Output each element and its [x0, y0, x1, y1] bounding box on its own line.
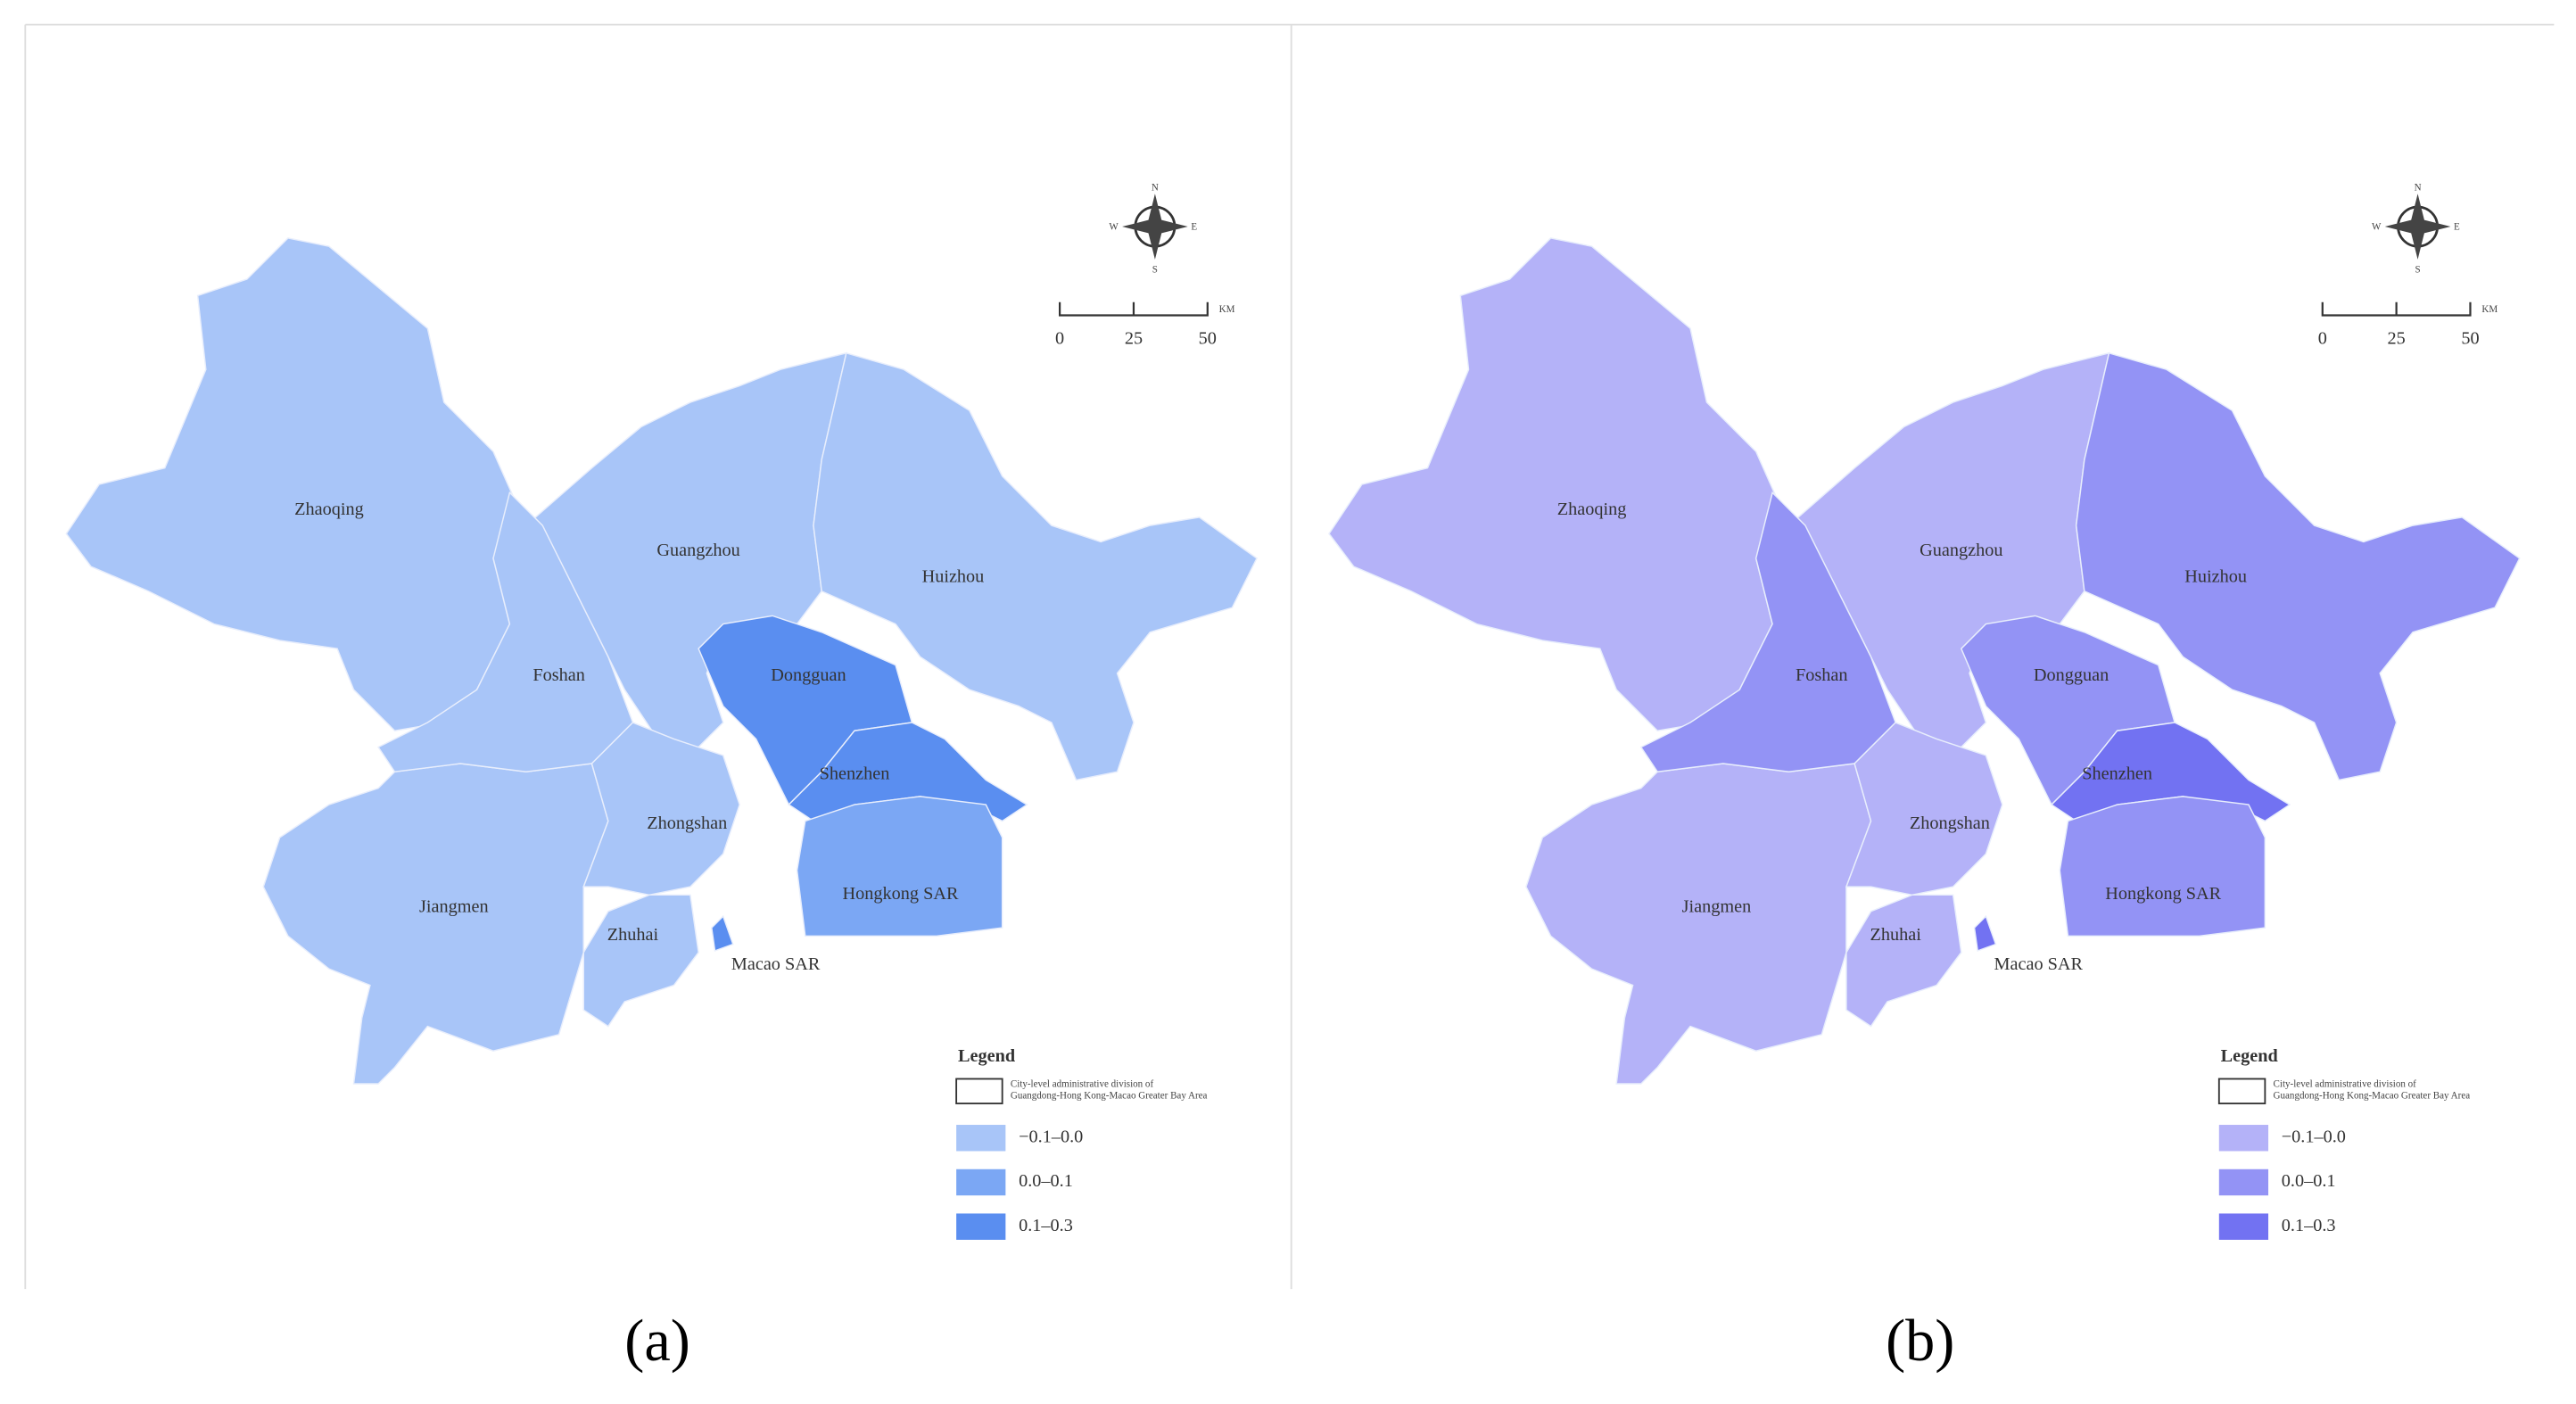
region-label: Huizhou — [922, 567, 985, 587]
legend-swatch — [2218, 1213, 2269, 1240]
legend-label: −0.1–0.0 — [2282, 1127, 2346, 1146]
region — [582, 722, 740, 896]
region — [711, 914, 734, 952]
scale-tick-label: 25 — [2388, 329, 2406, 349]
compass-n: N — [1152, 183, 1159, 194]
legend-label: 0.0–0.1 — [1019, 1171, 1073, 1191]
region-label: Shenzhen — [820, 764, 890, 784]
legend-label: −0.1–0.0 — [1019, 1127, 1083, 1146]
region — [1845, 894, 1962, 1028]
region-label: Shenzhen — [2082, 764, 2152, 784]
legend-swatch — [956, 1169, 1006, 1196]
region — [1845, 722, 2003, 896]
panel-label: (b) — [1886, 1309, 1954, 1374]
region-label: Macao SAR — [731, 954, 821, 974]
scale-bar — [2321, 301, 2472, 317]
map-panel: Zhaoqing Jiangmen Guangzhou Huizhou Foshan Zh… — [1328, 183, 2521, 1374]
legend-swatch — [2218, 1169, 2269, 1196]
compass-s: S — [2415, 265, 2420, 276]
legend-label: 0.1–0.3 — [1019, 1216, 1073, 1235]
region-label: Jiangmen — [419, 897, 489, 917]
compass-w: W — [2372, 222, 2382, 233]
region — [524, 351, 847, 756]
region — [377, 491, 634, 773]
region — [2075, 351, 2521, 781]
region-label: Zhuhai — [1870, 925, 1921, 945]
region-label: Foshan — [1796, 665, 1848, 685]
region — [796, 796, 1003, 937]
compass-star — [2384, 194, 2451, 260]
legend-description: Guangdong-Hong Kong-Macao Greater Bay Ar… — [1011, 1091, 1208, 1102]
region-label: Zhaoqing — [1557, 500, 1627, 519]
legend-swatch — [956, 1125, 1006, 1152]
region-label: Guangzhou — [656, 541, 739, 560]
panel-label: (a) — [624, 1309, 690, 1374]
region-label: Dongguan — [2034, 665, 2109, 685]
compass-e: E — [2454, 222, 2460, 233]
legend-boundary-swatch — [2217, 1078, 2266, 1105]
scale-tick-label: 0 — [1055, 329, 1064, 349]
region — [1788, 351, 2110, 756]
scale-unit: KM — [1219, 304, 1235, 315]
legend-swatch — [956, 1213, 1006, 1240]
compass-w: W — [1109, 222, 1119, 233]
legend-swatch — [2218, 1125, 2269, 1152]
legend-title: Legend — [2221, 1046, 2279, 1066]
region-label: Zhongshan — [1910, 813, 1990, 833]
region-label: Foshan — [533, 665, 585, 685]
compass-e: E — [1191, 222, 1197, 233]
compass-n: N — [2415, 183, 2422, 194]
legend-label: 0.0–0.1 — [2282, 1171, 2336, 1191]
scale-tick-label: 50 — [2461, 329, 2479, 349]
scale-tick-label: 25 — [1125, 329, 1143, 349]
region-label: Jiangmen — [1682, 897, 1752, 917]
legend-title: Legend — [958, 1046, 1016, 1066]
compass-star — [1122, 194, 1188, 260]
region-label: Guangzhou — [1920, 541, 2002, 560]
region — [2059, 796, 2266, 937]
scale-unit: KM — [2481, 304, 2498, 315]
legend-label: 0.1–0.3 — [2282, 1216, 2336, 1235]
scale-tick-label: 0 — [2318, 329, 2327, 349]
region — [1973, 914, 1997, 952]
region-label: Macao SAR — [1994, 954, 2084, 974]
region — [582, 894, 699, 1028]
region-label: Huizhou — [2184, 567, 2247, 587]
region-label: Hongkong SAR — [843, 884, 959, 904]
region-label: Zhaoqing — [294, 500, 364, 519]
region — [813, 351, 1258, 781]
legend-description: Guangdong-Hong Kong-Macao Greater Bay Ar… — [2274, 1091, 2471, 1102]
region-label: Hongkong SAR — [2105, 884, 2221, 904]
region — [1639, 491, 1897, 773]
legend-description: City-level administrative division of — [1011, 1079, 1154, 1090]
legend-boundary-swatch — [955, 1078, 1003, 1105]
map-panel: Zhaoqing Jiangmen Guangzhou Huizhou Foshan Zh… — [65, 183, 1258, 1374]
scale-bar — [1059, 301, 1209, 317]
compass-s: S — [1152, 265, 1158, 276]
region-label: Zhongshan — [647, 813, 727, 833]
region-label: Zhuhai — [607, 925, 659, 945]
scale-tick-label: 50 — [1199, 329, 1217, 349]
legend-description: City-level administrative division of — [2274, 1079, 2417, 1090]
region-label: Dongguan — [771, 665, 846, 685]
